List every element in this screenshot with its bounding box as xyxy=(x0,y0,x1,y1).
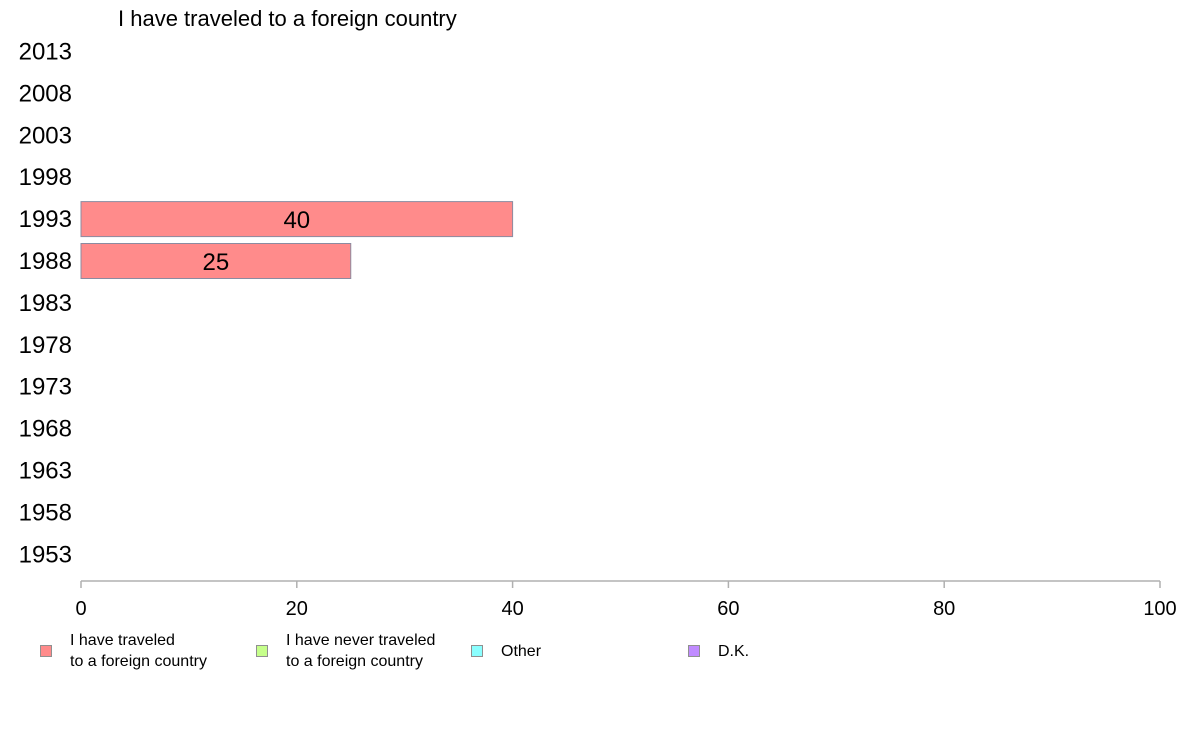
legend-label: Other xyxy=(501,643,542,660)
bar-chart: 2013 2008 2003 1998 1993 1988 1983 1978 1973 1968… xyxy=(19,39,1177,621)
category-label: 1998 xyxy=(19,164,72,191)
category-label: 1988 xyxy=(19,248,72,275)
legend-swatch xyxy=(40,645,52,657)
chart-title: I have traveled to a foreign country xyxy=(118,6,457,31)
legend-swatch xyxy=(471,645,483,657)
category-label: 1968 xyxy=(19,416,72,443)
bar xyxy=(80,201,514,238)
bar-value-label: 40 xyxy=(283,207,310,234)
legend-label: I have never traveled to a foreign count… xyxy=(286,632,436,670)
category-label: 2013 xyxy=(19,39,72,66)
category-label: 1978 xyxy=(19,332,72,359)
legend-item: I have never traveled to a foreign count… xyxy=(256,630,435,672)
x-tick-label: 80 xyxy=(933,598,955,620)
category-label: 1993 xyxy=(19,206,72,233)
category-label: 1983 xyxy=(19,290,72,317)
x-tick-label: 0 xyxy=(75,598,86,620)
category-label: 1958 xyxy=(19,499,72,526)
category-label: 2003 xyxy=(19,122,72,149)
x-tick-label: 40 xyxy=(501,598,523,620)
legend-swatch xyxy=(256,645,268,657)
legend-label: I have traveled to a foreign country xyxy=(70,632,207,670)
legend-item: I have traveled to a foreign country xyxy=(40,630,207,672)
category-label: 2008 xyxy=(19,80,72,107)
legend-label: D.K. xyxy=(718,643,750,660)
x-tick-label: 20 xyxy=(286,598,308,620)
bar-value-label: 25 xyxy=(203,249,230,276)
legend: I have traveled to a foreign country I ha… xyxy=(0,630,1188,690)
legend-swatch xyxy=(688,645,700,657)
category-label: 1963 xyxy=(19,458,72,485)
x-tick-label: 60 xyxy=(717,598,739,620)
category-label: 1953 xyxy=(19,541,72,568)
category-label: 1973 xyxy=(19,374,72,401)
bar xyxy=(80,243,352,279)
legend-item: D.K. xyxy=(688,630,749,662)
legend-item: Other xyxy=(471,630,541,662)
x-tick-label: 100 xyxy=(1143,598,1176,620)
